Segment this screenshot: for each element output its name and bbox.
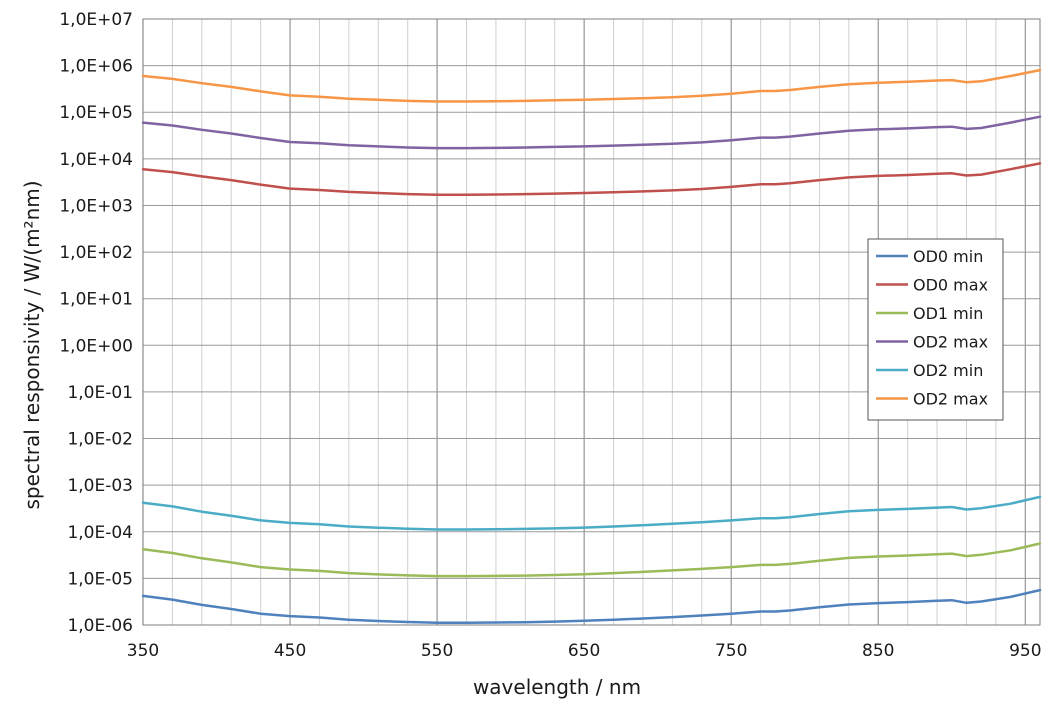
grid (142, 18, 1041, 626)
legend: OD0 min OD0 max OD1 min OD2 max OD2 min OD2 m… (867, 238, 1004, 421)
y-tick-label: 1,0E+02 (59, 243, 133, 263)
legend-label: OD0 max (913, 276, 988, 295)
x-tick-label: 950 (1009, 641, 1041, 661)
y-tick-label: 1,0E-06 (67, 616, 133, 636)
x-tick-label: 650 (568, 641, 600, 661)
y-tick-label: 1,0E-04 (67, 523, 133, 543)
series-layer (141, 68, 1042, 624)
legend-label: OD2 max (913, 333, 988, 352)
y-tick-label: 1,0E-03 (67, 476, 133, 496)
x-tick-label: 750 (715, 641, 747, 661)
y-tick-label: 1,0E-02 (67, 430, 133, 450)
y-tick-label: 1,0E+01 (59, 290, 133, 310)
y-tick-label: 1,0E-01 (67, 383, 133, 403)
x-tick-label: 450 (274, 641, 306, 661)
legend-box (867, 238, 1004, 421)
series-line-2 (141, 162, 1042, 196)
series-line-3 (141, 542, 1042, 578)
y-tick-label: 1,0E+00 (59, 336, 133, 356)
series-line-1 (141, 588, 1042, 624)
y-tick-label: 1,0E+05 (59, 103, 133, 123)
series-line-6 (141, 68, 1042, 103)
y-tick-label: 1,0E+06 (59, 57, 133, 77)
x-tick-label: 350 (127, 641, 159, 661)
legend-label: OD1 min (913, 304, 983, 323)
series-line-4 (141, 115, 1042, 150)
y-tick-labels: 1,0E-06 1,0E-05 1,0E-04 1,0E-03 1,0E-02 1,0E-… (59, 10, 133, 636)
series-line-5 (141, 495, 1042, 531)
y-tick-label: 1,0E+03 (59, 196, 133, 216)
x-tick-labels: 350 450 550 650 750 850 950 (127, 641, 1042, 661)
legend-label: OD2 min (913, 361, 983, 380)
y-axis-label: spectral responsivity / W/(m²nm) (20, 180, 44, 509)
x-axis-label: wavelength / nm (473, 675, 641, 699)
x-tick-label: 850 (862, 641, 894, 661)
x-tick-label: 550 (421, 641, 453, 661)
y-tick-label: 1,0E+07 (59, 10, 133, 30)
legend-label: OD2 max (913, 390, 988, 409)
y-tick-label: 1,0E+04 (59, 150, 133, 170)
legend-label: OD0 min (913, 247, 983, 266)
y-tick-label: 1,0E-05 (67, 569, 133, 589)
plot-frame (142, 18, 1041, 626)
